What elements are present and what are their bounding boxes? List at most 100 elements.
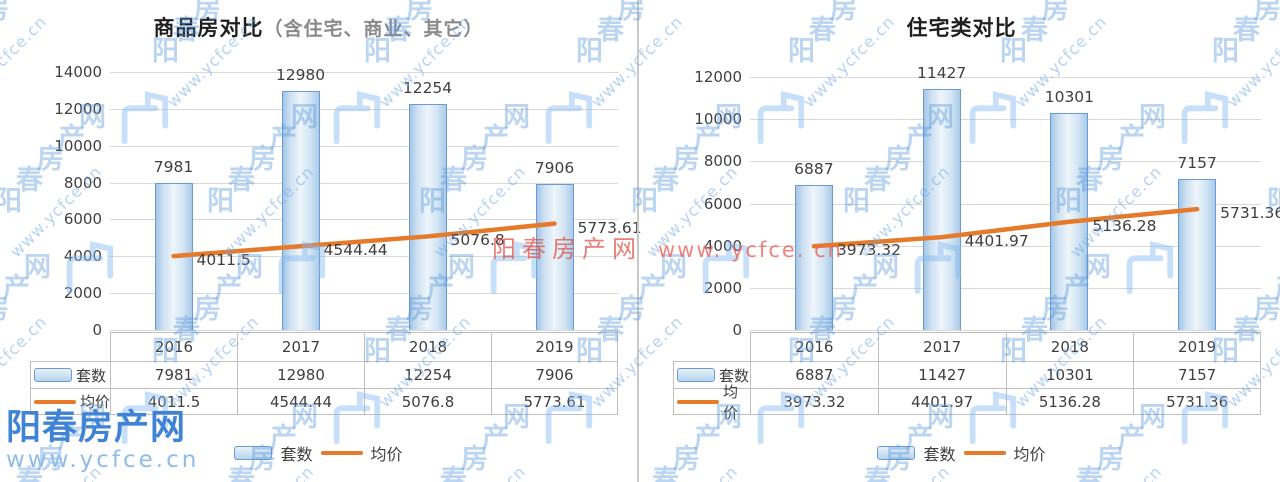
bar-value-label: 10301 [1044,87,1095,106]
table-cell: 4544.44 [237,388,364,415]
y-axis-label: 14000 [54,63,102,81]
y-axis-label: 12000 [694,68,742,86]
chart-title-main: 住宅类对比 [906,16,1017,40]
line-value-label: 5731.36 [1220,204,1280,223]
gridline [750,77,1261,78]
chart-title-main: 商品房对比 [153,16,264,40]
table-cell: 4401.97 [877,388,1006,415]
y-axis-label: 10000 [694,110,742,129]
table-cell: 7981 [110,361,237,388]
table-year-header: 2018 [1005,332,1134,361]
y-axis-label: 4000 [63,247,102,266]
legend-label: 均价 [370,445,403,464]
table-row-label-bar: 套数 [673,361,750,388]
gridline [110,182,618,184]
table-cell: 11427 [877,361,1006,388]
bar-2016 [794,184,833,330]
series-name: 套数 [719,366,750,385]
bar-value-label: 12980 [275,65,326,84]
bar-value-label: 7906 [534,159,575,178]
table-row-label-line: 均价 [30,388,110,415]
y-axis-label: 6000 [63,210,102,229]
table-cell: 12980 [237,361,364,388]
bar-value-label: 7981 [153,157,194,176]
line-value-label: 3973.32 [836,241,901,260]
line-value-label: 5136.28 [1092,216,1157,235]
table-year-header: 2016 [750,332,878,361]
gridline [110,145,618,147]
legend-residential: 套数 均价 [643,441,1280,465]
y-axis-label: 8000 [703,152,742,171]
series-name: 均价 [723,382,739,422]
chart-panel-commodity: 商品房对比（含住宅、商业、其它） 0 2000 4000 6000 8000 10000 1… [0,0,642,482]
line-legend-key-icon [34,399,76,404]
bar-value-label: 7157 [1177,154,1217,173]
table-cell: 5731.36 [1133,388,1261,415]
table-cell: 5773.61 [491,388,618,415]
y-axis-label: 12000 [54,99,102,118]
bar-2018 [408,104,447,330]
y-axis-label: 4000 [703,236,742,255]
y-axis-label: 6000 [703,194,742,213]
bar-value-label: 6887 [794,159,834,178]
bar-2017 [922,89,961,330]
gridline [750,119,1261,121]
legend-line-swatch [320,451,363,455]
y-axis-label: 8000 [63,173,102,192]
y-axis-label: 0 [732,321,742,339]
table-cell: 12254 [364,361,491,388]
table-year-header: 2017 [237,332,364,361]
bar-value-label: 12254 [402,79,453,98]
chart-title-residential: 住宅类对比 [643,12,1280,42]
gridline [110,72,618,73]
y-axis-label: 2000 [63,284,102,303]
series-name: 均价 [80,393,111,411]
legend-label: 套数 [280,445,313,464]
bar-value-label: 11427 [916,64,967,83]
bar-2018 [1050,112,1089,330]
chart-title-commodity: 商品房对比（含住宅、商业、其它） [0,12,637,42]
line-value-label: 4011.5 [196,251,251,270]
line-value-label: 5076.8 [450,231,505,250]
table-year-header: 2017 [877,332,1006,361]
table-cell: 5136.28 [1005,388,1134,415]
gridline [110,108,618,110]
gridline [750,161,1261,163]
table-year-header: 2019 [1133,332,1261,361]
table-cell: 6887 [750,361,878,388]
table-row-label-bar: 套数 [30,361,110,388]
gridline [110,293,618,295]
gridline [110,330,618,331]
bar-2017 [281,90,320,330]
legend-bar-swatch [234,446,273,460]
table-cell: 7157 [1133,361,1261,388]
table-year-header: 2019 [491,332,618,361]
gridline [750,330,1261,331]
bar-legend-key-icon [34,368,72,382]
table-cell: 7906 [491,361,618,388]
table-year-header: 2016 [110,332,237,361]
chart-title-sub: （含住宅、商业、其它） [263,18,484,40]
bar-2016 [154,182,193,330]
legend-bar-swatch [877,446,916,460]
y-axis-label: 10000 [54,136,102,155]
legend-label: 均价 [1013,445,1046,464]
gridline [750,287,1261,289]
gridline [750,203,1261,205]
y-axis-label: 0 [92,321,102,339]
chart-panel-residential: 住宅类对比 0 2000 4000 6000 8000 10000 12000 6887 114… [643,0,1280,482]
table-year-header: 2018 [364,332,491,361]
bar-legend-key-icon [677,368,715,382]
table-row-label-line: 均价 [673,383,750,422]
table-cell: 4011.5 [110,388,237,415]
bar-2019 [1178,179,1217,330]
table-cell: 3973.32 [750,388,878,415]
y-axis-label: 2000 [703,278,742,297]
legend-line-swatch [963,451,1006,455]
legend-commodity: 套数 均价 [0,441,637,465]
line-value-label: 4544.44 [323,241,388,260]
panel-divider [637,0,639,482]
bar-2019 [535,184,574,330]
line-value-label: 5773.61 [577,218,642,237]
